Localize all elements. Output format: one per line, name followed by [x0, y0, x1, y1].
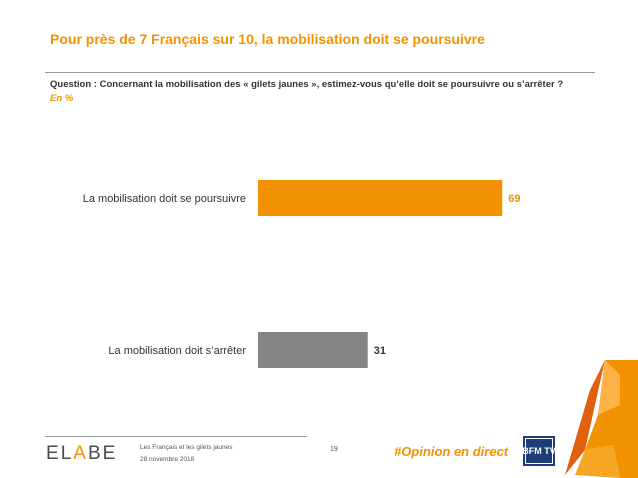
question-text: Question : Concernant la mobilisation de…: [50, 79, 564, 90]
header-divider: [45, 72, 595, 73]
elabe-corner-graphic: [565, 360, 638, 478]
page-number: 19: [330, 446, 338, 453]
unit-label: En %: [50, 93, 74, 104]
category-label: La mobilisation doit se poursuivre: [83, 193, 246, 205]
footer-study: Les Français et les gilets jaunes: [140, 444, 233, 451]
bfmtv-logo: BFM TV: [523, 436, 555, 466]
page-title: Pour près de 7 Français sur 10, la mobil…: [50, 31, 485, 47]
data-label: 31: [374, 345, 386, 357]
hashtag-opinion: #Opinion en direct: [394, 444, 509, 459]
data-label: 69: [508, 193, 520, 205]
footer-date: 28 novembre 2018: [140, 456, 195, 463]
category-label: La mobilisation doit s’arrêter: [108, 345, 246, 357]
bar: [258, 180, 503, 216]
bar: [258, 332, 368, 368]
elabe-logo: ELABE: [46, 443, 117, 465]
elabe-logo-text: ELABE: [46, 443, 118, 464]
svg-text:BFM TV: BFM TV: [523, 446, 555, 456]
footer-divider: [45, 436, 307, 437]
